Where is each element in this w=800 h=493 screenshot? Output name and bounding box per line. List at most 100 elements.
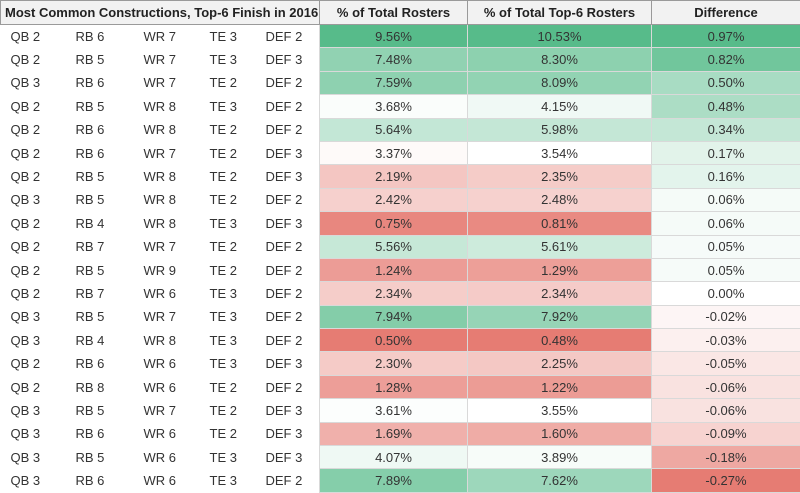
top6-rosters-cell: 1.29% [468, 258, 652, 281]
def-count: DEF 2 [266, 75, 316, 90]
top6-rosters-cell: 1.60% [468, 422, 652, 445]
top6-rosters-cell: 0.48% [468, 329, 652, 352]
total-rosters-cell: 0.75% [320, 212, 468, 235]
te-count: TE 2 [210, 263, 266, 278]
difference-cell: 0.82% [652, 48, 800, 71]
difference-cell: -0.06% [652, 399, 800, 422]
header-difference: Difference [652, 1, 800, 25]
total-rosters-cell: 1.28% [320, 375, 468, 398]
qb-count: QB 2 [1, 216, 76, 231]
qb-count: QB 2 [1, 122, 76, 137]
wr-count: WR 8 [144, 122, 210, 137]
def-count: DEF 2 [266, 309, 316, 324]
rb-count: RB 7 [76, 239, 144, 254]
difference-cell: 0.17% [652, 141, 800, 164]
te-count: TE 2 [210, 426, 266, 441]
difference-cell: 0.06% [652, 212, 800, 235]
total-rosters-cell: 0.50% [320, 329, 468, 352]
top6-rosters-cell: 2.34% [468, 282, 652, 305]
difference-cell: 0.34% [652, 118, 800, 141]
qb-count: QB 2 [1, 29, 76, 44]
qb-count: QB 3 [1, 473, 76, 488]
rb-count: RB 6 [76, 356, 144, 371]
difference-cell: 0.16% [652, 165, 800, 188]
difference-cell: 0.06% [652, 188, 800, 211]
te-count: TE 2 [210, 146, 266, 161]
top6-rosters-cell: 4.15% [468, 95, 652, 118]
wr-count: WR 6 [144, 426, 210, 441]
rb-count: RB 5 [76, 192, 144, 207]
qb-count: QB 2 [1, 169, 76, 184]
def-count: DEF 3 [266, 426, 316, 441]
total-rosters-cell: 1.24% [320, 258, 468, 281]
total-rosters-cell: 2.30% [320, 352, 468, 375]
difference-cell: -0.06% [652, 375, 800, 398]
te-count: TE 2 [210, 75, 266, 90]
qb-count: QB 3 [1, 75, 76, 90]
wr-count: WR 6 [144, 473, 210, 488]
difference-cell: 0.48% [652, 95, 800, 118]
total-rosters-cell: 1.69% [320, 422, 468, 445]
te-count: TE 3 [210, 52, 266, 67]
te-count: TE 3 [210, 356, 266, 371]
header-top6-rosters: % of Total Top-6 Rosters [468, 1, 652, 25]
wr-count: WR 7 [144, 239, 210, 254]
total-rosters-cell: 7.89% [320, 469, 468, 492]
qb-count: QB 2 [1, 286, 76, 301]
difference-cell: -0.03% [652, 329, 800, 352]
qb-count: QB 2 [1, 52, 76, 67]
total-rosters-cell: 3.68% [320, 95, 468, 118]
difference-cell: 0.50% [652, 71, 800, 94]
te-count: TE 3 [210, 473, 266, 488]
total-rosters-cell: 4.07% [320, 446, 468, 469]
top6-rosters-cell: 5.61% [468, 235, 652, 258]
te-count: TE 3 [210, 309, 266, 324]
difference-cell: 0.97% [652, 25, 800, 48]
total-rosters-cell: 3.61% [320, 399, 468, 422]
te-count: TE 2 [210, 239, 266, 254]
qb-count: QB 3 [1, 192, 76, 207]
qb-count: QB 2 [1, 146, 76, 161]
def-count: DEF 2 [266, 122, 316, 137]
total-rosters-cell: 3.37% [320, 141, 468, 164]
def-count: DEF 2 [266, 192, 316, 207]
rb-count: RB 5 [76, 309, 144, 324]
rb-count: RB 7 [76, 286, 144, 301]
rb-count: RB 6 [76, 75, 144, 90]
def-count: DEF 3 [266, 216, 316, 231]
te-count: TE 3 [210, 29, 266, 44]
def-count: DEF 2 [266, 380, 316, 395]
wr-count: WR 7 [144, 146, 210, 161]
def-count: DEF 2 [266, 263, 316, 278]
wr-count: WR 8 [144, 333, 210, 348]
te-count: TE 3 [210, 450, 266, 465]
total-rosters-cell: 2.42% [320, 188, 468, 211]
difference-cell: -0.02% [652, 305, 800, 328]
qb-count: QB 3 [1, 426, 76, 441]
te-count: TE 3 [210, 216, 266, 231]
def-count: DEF 2 [266, 99, 316, 114]
table-title: Most Common Constructions, Top-6 Finish … [1, 1, 320, 25]
rb-count: RB 8 [76, 380, 144, 395]
def-count: DEF 2 [266, 333, 316, 348]
